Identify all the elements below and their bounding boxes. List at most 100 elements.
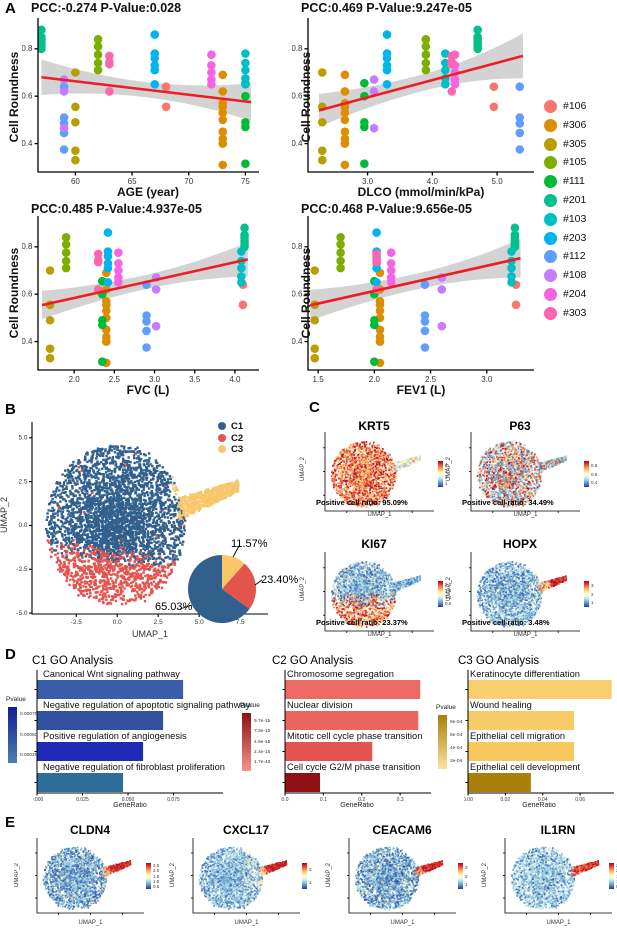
colorbar-tick: 3 — [591, 582, 594, 588]
scatter-dlco-canvas — [292, 14, 542, 198]
colorbar-tick: 0.6 — [591, 471, 598, 477]
colorbar-gradient — [584, 581, 589, 607]
hopx-umap-canvas — [458, 550, 582, 644]
panel-label-a: A — [5, 0, 16, 17]
ceacam6-umap-canvas — [336, 836, 458, 926]
ki67-positive-ratio: Positive cell ratio: 23.37% — [316, 618, 408, 627]
pvalue-tick: 2.4e-15 — [254, 749, 271, 755]
colorbar-tick: 1 — [309, 880, 312, 885]
legend-label: #306 — [563, 118, 587, 131]
scatter-fvc-canvas — [22, 212, 267, 396]
scatter-dlco-xlabel: DLCO (mmol/min/kPa) — [357, 185, 485, 199]
umap-clusters-ylabel: UMAP_2 — [0, 497, 9, 534]
scatter-age-title: PCC:-0.274 P-Value:0.028 — [31, 1, 182, 15]
colorbar-tick: 2 — [591, 591, 594, 597]
legend-item-305: #305 — [540, 136, 616, 154]
legend-dot-icon — [544, 306, 557, 320]
scatter-fev1-xlabel: FEV1 (L) — [396, 383, 446, 397]
go-c2-pvalue-legend: Pvalue 9.7e-15 7.3e-15 4.9e-15 2.4e-15 1.7e-… — [240, 702, 270, 771]
pvalue-tick: 1.7e-48 — [254, 760, 271, 766]
cldn4-title: CLDN4 — [69, 823, 110, 837]
legend-item-111: #111 — [540, 173, 616, 191]
go-bar-label: Wound healing — [470, 700, 532, 710]
pvalue-tick: 6e-04 — [450, 733, 463, 739]
pvalue-gradient — [8, 707, 17, 763]
panel-label-b: B — [5, 401, 16, 418]
legend-item-303: #303 — [540, 305, 616, 323]
pvalue-tick: 9.7e-15 — [254, 718, 271, 724]
go-bar-label: Epithelial cell development — [470, 762, 581, 772]
p63-title: P63 — [509, 419, 531, 433]
il1rn-xlabel: UMAP_1 — [546, 920, 571, 926]
pvalue-tick: 0.00075 — [20, 712, 38, 718]
ki67-umap-canvas — [312, 550, 436, 644]
pvalue-gradient — [438, 715, 447, 769]
colorbar-tick: 0.5 — [153, 883, 160, 889]
pie-label-c1: 65.03% — [155, 601, 193, 613]
hopx-title: HOPX — [502, 537, 537, 551]
colorbar-tick: 1.0 — [153, 878, 160, 884]
colorbar-tick: 1.5 — [153, 873, 160, 879]
colorbar-tick: 4 — [445, 461, 448, 467]
hopx-xlabel: UMAP_1 — [513, 632, 538, 638]
panel-label-c: C — [309, 399, 320, 416]
cluster-label: C3 — [231, 444, 244, 455]
cluster-legend-item-c3: C3 — [218, 444, 278, 455]
colorbar-gradient — [302, 863, 307, 889]
cxcl17-umap-canvas — [180, 836, 302, 926]
legend-item-106: #106 — [540, 98, 616, 116]
colorbar-gradient — [584, 461, 589, 487]
colorbar-tick: 0.5 — [445, 601, 452, 607]
scatter-dlco-title: PCC:0.469 P-Value:9.247e-05 — [301, 1, 472, 15]
ceacam6-xlabel: UMAP_1 — [390, 920, 415, 926]
ceacam6-title: CEACAM6 — [372, 823, 432, 837]
krt5-umap-canvas — [312, 430, 436, 524]
legend-label: #106 — [563, 100, 587, 112]
legend-dot-icon — [544, 100, 557, 113]
pvalue-tick: 2e-04 — [450, 758, 463, 764]
scatter-age-xlabel: AGE (year) — [116, 185, 180, 199]
scatter-dlco-ylabel: Cell Roundness — [299, 51, 313, 143]
go-bar-label: Cell cycle G2/M phase transition — [287, 762, 421, 772]
legend-dot-icon — [544, 194, 557, 207]
colorbar-tick: 0.8 — [591, 462, 598, 468]
go-c1-xlabel: GeneRatio — [113, 802, 147, 809]
go-bar-label: Mitotic cell cycle phase transition — [287, 731, 423, 741]
legend-item-201: #201 — [540, 192, 616, 210]
cldn4-umap-canvas — [24, 836, 146, 926]
hopx-positive-ratio: Positive cell ratio: 3.48% — [462, 618, 550, 627]
colorbar-tick: 2 — [309, 867, 312, 872]
legend-dot-icon — [544, 118, 557, 132]
pie-label-c3: 11.57% — [231, 538, 268, 550]
legend-label: #303 — [563, 306, 587, 319]
sample-legend: #106 #306 #305 #105 #111 #201 #103 #203 #112 #108… — [540, 98, 616, 324]
panel-label-e: E — [5, 814, 16, 831]
colorbar-tick: 3 — [465, 864, 468, 870]
go-bar-label: Nuclear division — [287, 700, 353, 710]
cldn4-ylabel: UMAP_2 — [14, 863, 20, 888]
go-c3-xlabel: GeneRatio — [522, 802, 556, 809]
pvalue-gradient — [242, 713, 251, 771]
ki67-title: KI67 — [361, 537, 387, 551]
legend-item-112: #112 — [540, 248, 616, 266]
p63-positive-ratio: Positive cell ratio: 34.49% — [462, 498, 554, 507]
go-c3-pvalue-legend: Pvalue 8e-04 6e-04 4e-04 2e-04 — [436, 704, 462, 769]
legend-dot-icon — [544, 250, 557, 264]
ceacam6-ylabel: UMAP_2 — [326, 863, 332, 888]
colorbar-tick: 2.0 — [153, 868, 160, 874]
umap-clusters-xlabel: UMAP_1 — [131, 629, 168, 639]
colorbar-tick: 1.0 — [445, 594, 452, 600]
colorbar-tick: 1 — [445, 481, 448, 487]
scatter-age-canvas — [22, 14, 267, 198]
pvalue-tick: 8e-04 — [450, 720, 463, 726]
legend-label: #201 — [563, 194, 587, 206]
legend-label: #105 — [563, 156, 587, 169]
pvalue-tick: 7.3e-15 — [254, 729, 271, 735]
scatter-fvc-xlabel: FVC (L) — [126, 383, 170, 397]
il1rn-ylabel: UMAP_2 — [482, 863, 488, 888]
scatter-age-ylabel: Cell Roundness — [7, 51, 21, 143]
cluster-legend: C1 C2 C3 — [218, 421, 278, 457]
scatter-fev1-ylabel: Cell Roundness — [299, 247, 313, 339]
colorbar-tick: 1.5 — [445, 588, 452, 594]
